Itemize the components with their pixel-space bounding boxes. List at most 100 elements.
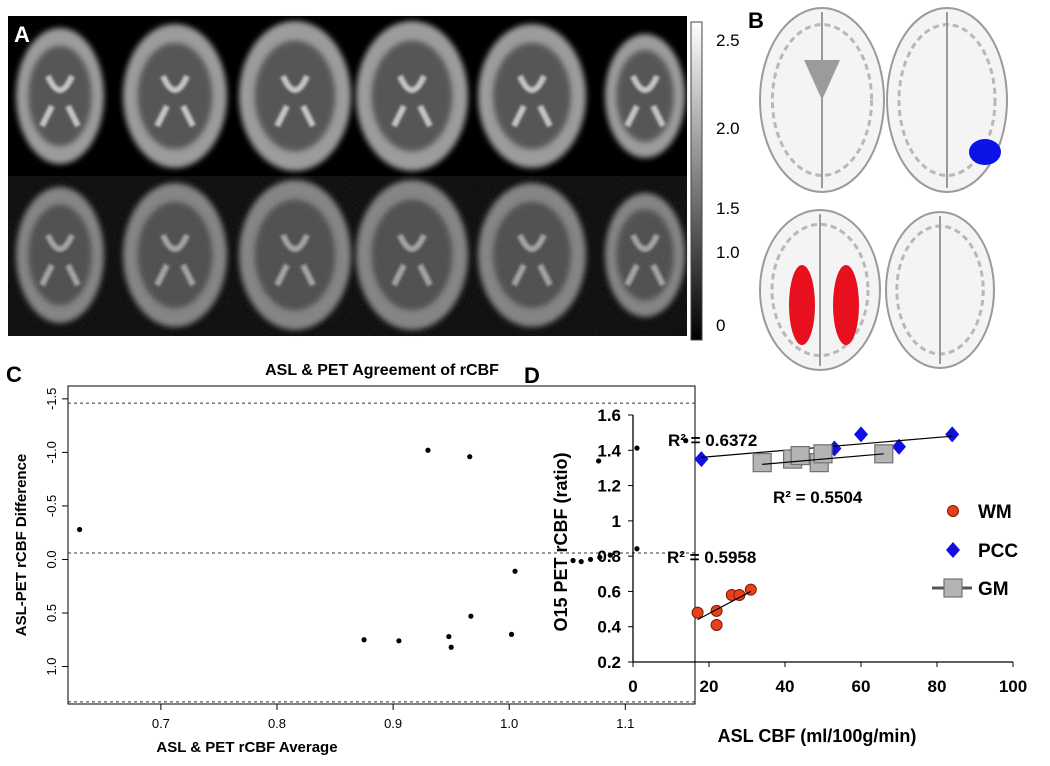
data-point [752,453,772,473]
data-point [596,458,602,464]
data-point [508,631,515,638]
legend-marker [946,542,960,558]
x-tick-label: 0 [628,677,637,696]
x-tick-label: 1.0 [500,716,518,731]
brain-slice [123,24,227,168]
legend-marker [947,505,959,517]
r2-wm-label: R² = 0.5958 [667,548,756,567]
template-slice [759,7,885,193]
data-point [854,426,868,443]
pcc-roi [969,139,1001,165]
data-point [446,633,452,640]
data-point [790,445,810,466]
x-tick-label: 60 [852,677,871,696]
chart-d-xlabel: ASL CBF (ml/100g/min) [718,726,917,746]
x-tick-label: 0.9 [384,716,402,731]
template-ventricle [804,60,840,100]
data-point [396,638,402,644]
trend-line [697,590,752,621]
series-wm [691,583,757,631]
template-gyri [770,222,870,358]
data-point [468,613,474,619]
x-tick-label: 100 [999,677,1027,696]
x-tick-label: 0.8 [268,716,286,731]
panel-a-letter: A [14,22,30,47]
brain-slice [16,28,104,164]
y-tick-label: 1.4 [597,441,621,460]
panel-c-letter: C [6,362,22,387]
y-tick-label: 1 [612,512,621,531]
template-gyri [770,23,874,177]
y-tick-label: -1.0 [44,441,59,463]
pet-noise-overlay [8,176,687,336]
chart-d-ylabel: O15 PET rCBF (ratio) [551,452,571,631]
brain-templates [759,7,1008,371]
brain-slice [356,21,468,171]
y-tick-label: 0.5 [44,604,59,622]
data-point [691,606,704,619]
y-tick-label: 0.2 [597,653,621,672]
data-point [425,447,431,453]
legend-label: PCC [978,541,1018,562]
data-point [683,438,689,444]
data-point [361,637,367,643]
panel-b-letter: B [748,8,764,33]
y-tick-label: 1.0 [44,657,59,675]
brain-slice [605,34,685,158]
y-tick-label: 0.6 [597,582,621,601]
colorbar-tick-label: 2.5 [716,31,740,50]
y-tick-label: 0.4 [597,618,621,637]
chart-c-title: ASL & PET Agreement of rCBF [265,362,499,379]
panel-b: B [748,7,1008,371]
legend-label: GM [978,579,1009,600]
data-point [578,558,584,565]
data-point [634,445,640,451]
data-point [597,554,603,560]
series-gm [752,444,894,473]
data-point [634,546,640,552]
x-tick-label: 40 [776,677,795,696]
brain-slice [239,21,351,171]
chart-c-xlabel: ASL & PET rCBF Average [156,739,337,756]
y-tick-label: 1.6 [597,406,621,425]
legend-marker [943,578,963,598]
y-tick-label: -1.5 [44,388,59,410]
y-tick-label: -0.5 [44,495,59,517]
data-point [694,451,709,468]
data-point [448,644,454,650]
data-point [892,438,906,455]
x-tick-label: 1.1 [616,716,634,731]
wm-roi-right [833,265,859,345]
chart-d-legend: WM PCC GM [932,502,1018,600]
panel-c: C ASL & PET Agreement of rCBF 0.7 0.8 0.9 1… [6,362,696,756]
panel-a: A 2.5 2.0 1.5 1.0 0 [8,16,740,341]
r2-pcc-label: R² = 0.6372 [668,431,757,450]
data-point [710,618,723,631]
data-point [512,568,518,574]
trend-line [762,453,884,465]
data-point [570,557,576,564]
data-point [945,426,960,443]
data-point [587,556,594,563]
chart-c-frame [67,385,696,705]
panel-d-letter: D [524,363,540,388]
colorbar-ticks: 2.5 2.0 1.5 1.0 0 [716,31,740,335]
colorbar-tick-label: 1.0 [716,243,740,262]
template-slice [759,209,881,371]
x-tick-label: 80 [928,677,947,696]
chart-c-plot: 0.7 0.8 0.9 1.0 1.1 -1.5 -1.0 -0.5 0.0 0.5 1.0 [44,388,695,731]
x-tick-label: 20 [700,677,719,696]
brain-slice [478,24,586,168]
colorbar-tick-label: 1.5 [716,199,740,218]
chart-c-ylabel: ASL-PET rCBF Difference [13,454,30,637]
r2-gm-label: R² = 0.5504 [773,488,863,507]
template-slice [885,211,995,369]
legend-label: WM [978,502,1012,523]
colorbar-tick-label: 2.0 [716,119,740,138]
y-tick-label: 0.0 [44,550,59,568]
colorbar [690,21,703,341]
data-point [77,526,83,533]
x-tick-label: 0.7 [152,716,170,731]
data-point [467,454,473,460]
